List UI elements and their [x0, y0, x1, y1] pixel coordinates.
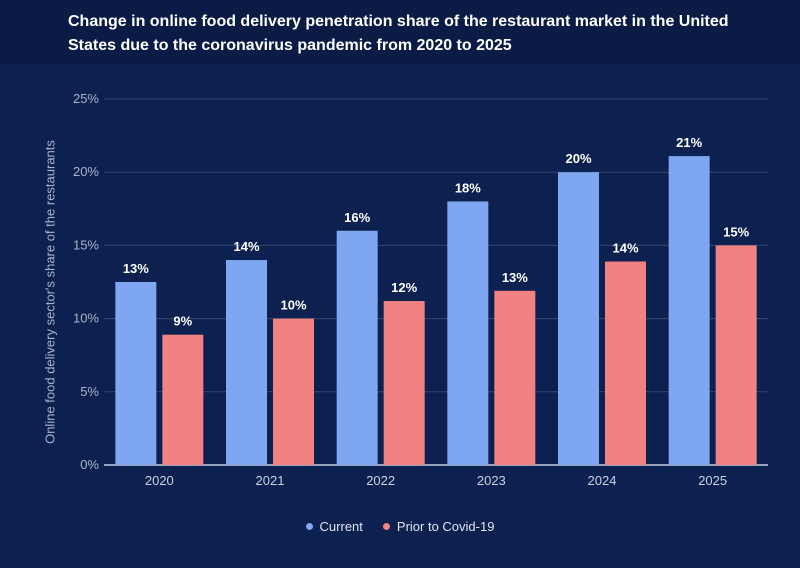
legend: Current Prior to Covid-19 [0, 519, 800, 534]
data-label: 12% [391, 280, 417, 295]
bar-current-2024 [558, 172, 599, 465]
y-tick-label: 10% [73, 311, 99, 326]
bar-prior-2020 [162, 334, 204, 465]
bar-current-2023 [447, 201, 489, 466]
data-label: 10% [280, 298, 306, 313]
bar-current-2021 [226, 260, 267, 465]
data-label: 18% [455, 180, 481, 195]
data-label: 15% [723, 224, 749, 239]
bar-prior-2024 [605, 261, 646, 465]
y-tick-label: 15% [73, 237, 99, 252]
bar-current-2020 [115, 282, 157, 465]
legend-swatch-prior [382, 523, 390, 530]
title-band [0, 0, 800, 64]
y-tick-label: 20% [73, 164, 99, 179]
legend-label-prior: Prior to Covid-19 [396, 519, 495, 534]
legend-swatch-current [305, 523, 313, 530]
legend-label-current: Current [319, 519, 363, 534]
x-tick-label: 2022 [366, 473, 395, 488]
data-label: 21% [676, 135, 702, 150]
x-tick-label: 2025 [698, 473, 727, 488]
data-label: 14% [612, 241, 638, 256]
x-tick-label: 2023 [477, 473, 506, 488]
data-label: 16% [344, 210, 370, 225]
y-tick-label: 25% [73, 91, 99, 106]
bar-current-2022 [336, 230, 378, 465]
legend-item-current: Current [305, 519, 363, 534]
chart-title: Change in online food delivery penetrati… [68, 13, 729, 54]
legend-item-prior: Prior to Covid-19 [382, 519, 495, 534]
data-label: 13% [502, 270, 528, 285]
x-tick-label: 2021 [256, 473, 285, 488]
y-tick-label: 0% [80, 457, 99, 472]
bar-prior-2022 [383, 301, 425, 465]
y-axis-label: Online food delivery sector's share of t… [42, 140, 58, 444]
bar-current-2025 [668, 156, 710, 465]
x-tick-label: 2024 [588, 473, 617, 488]
data-label: 9% [173, 314, 192, 329]
data-label: 20% [565, 151, 591, 166]
y-tick-label: 5% [80, 384, 99, 399]
bar-prior-2023 [494, 290, 536, 465]
data-label: 13% [123, 261, 149, 276]
bar-prior-2025 [715, 245, 757, 465]
data-label: 14% [233, 239, 259, 254]
bar-prior-2021 [273, 318, 314, 465]
x-tick-label: 2020 [145, 473, 174, 488]
